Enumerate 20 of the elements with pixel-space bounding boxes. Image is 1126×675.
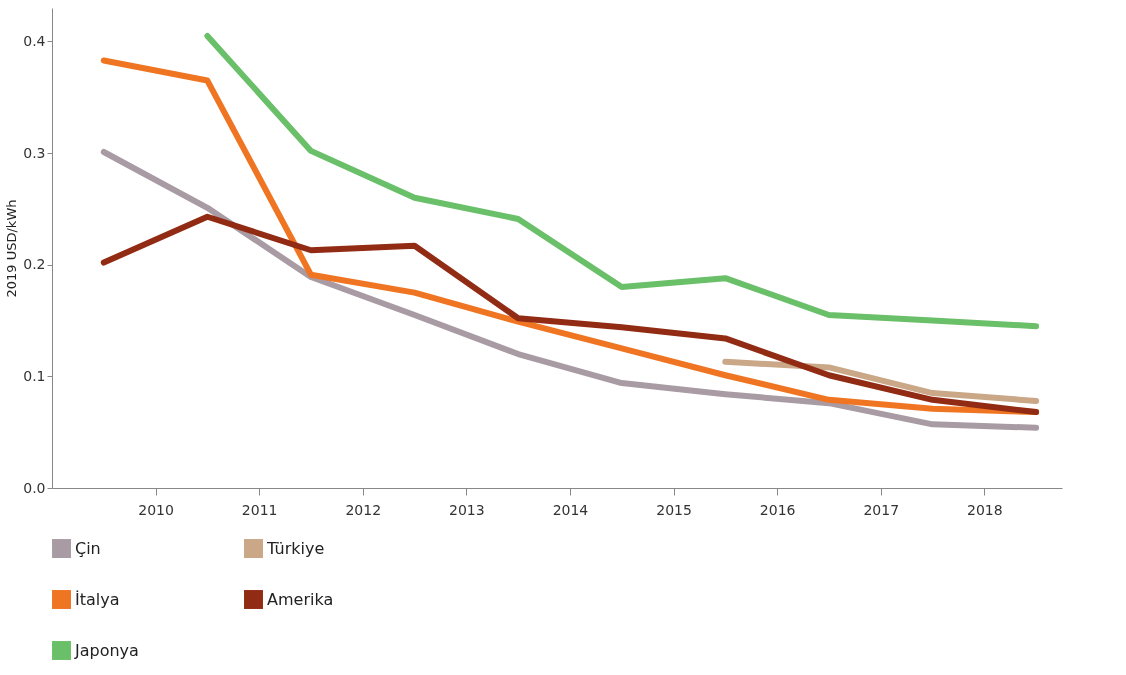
x-tick-label: 2015: [656, 501, 692, 518]
legend-label: Amerika: [267, 589, 334, 609]
x-tick-label: 2017: [863, 501, 900, 518]
legend-label: Japonya: [74, 640, 139, 660]
x-tick-label: 2011: [241, 501, 278, 518]
x-tick-label: 2018: [966, 501, 1003, 518]
y-tick-label: 0.4: [23, 32, 46, 49]
y-tick-label: 0.1: [23, 367, 46, 384]
x-tick-label: 2016: [759, 501, 796, 518]
x-tick-label: 2013: [449, 501, 485, 518]
legend-label: Türkiye: [266, 538, 325, 558]
y-tick-label: 0.3: [23, 144, 46, 161]
legend-label: İtalya: [75, 589, 120, 609]
x-tick-label: 2012: [345, 501, 382, 518]
y-tick-label: 0.0: [23, 479, 46, 496]
y-axis-title: 2019 USD/kWh: [4, 199, 20, 298]
legend-label: Çin: [75, 538, 101, 558]
x-tick-label: 2014: [552, 501, 589, 518]
y-tick-label: 0.2: [23, 256, 46, 273]
x-tick-label: 2010: [138, 501, 174, 518]
